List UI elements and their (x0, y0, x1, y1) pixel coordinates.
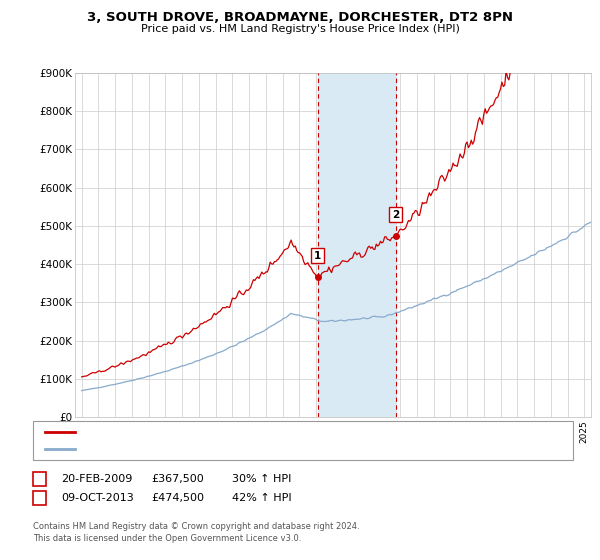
Text: £367,500: £367,500 (151, 474, 204, 484)
Text: 3, SOUTH DROVE, BROADMAYNE, DORCHESTER, DT2 8PN: 3, SOUTH DROVE, BROADMAYNE, DORCHESTER, … (87, 11, 513, 24)
Text: 2: 2 (36, 493, 43, 503)
Text: 1: 1 (314, 250, 321, 260)
Text: 2: 2 (392, 209, 399, 220)
Text: Contains HM Land Registry data © Crown copyright and database right 2024.
This d: Contains HM Land Registry data © Crown c… (33, 522, 359, 543)
Text: £474,500: £474,500 (151, 493, 204, 503)
Text: 09-OCT-2013: 09-OCT-2013 (61, 493, 134, 503)
Text: 30% ↑ HPI: 30% ↑ HPI (232, 474, 292, 484)
Text: HPI: Average price, detached house, Dorset: HPI: Average price, detached house, Dors… (80, 444, 293, 454)
Bar (319, 73, 396, 417)
Text: 1: 1 (36, 474, 43, 484)
Text: 20-FEB-2009: 20-FEB-2009 (61, 474, 133, 484)
Text: 42% ↑ HPI: 42% ↑ HPI (232, 493, 292, 503)
Text: 3, SOUTH DROVE, BROADMAYNE, DORCHESTER, DT2 8PN (detached house): 3, SOUTH DROVE, BROADMAYNE, DORCHESTER, … (80, 427, 451, 437)
Text: Price paid vs. HM Land Registry's House Price Index (HPI): Price paid vs. HM Land Registry's House … (140, 24, 460, 34)
